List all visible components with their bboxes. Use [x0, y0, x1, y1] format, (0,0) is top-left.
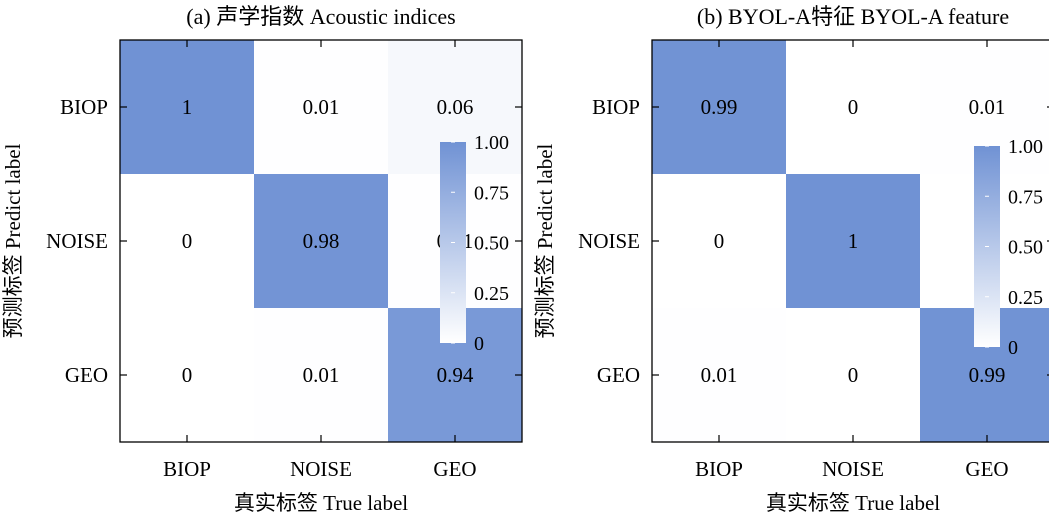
- cell-value-label: 0: [182, 229, 193, 253]
- x-tick-label: NOISE: [822, 457, 884, 481]
- heatmap-cell: [254, 40, 388, 174]
- y-tick-label: NOISE: [46, 229, 108, 253]
- x-tick-label: BIOP: [163, 457, 211, 481]
- y-tick-label: GEO: [65, 363, 108, 387]
- y-tick-label: NOISE: [578, 229, 640, 253]
- x-axis-label: 真实标签 True label: [234, 491, 408, 514]
- heatmap-cell: [786, 308, 920, 442]
- colorbar-tick-label: 0: [1008, 337, 1018, 359]
- cell-value-label: 0: [848, 95, 859, 119]
- colorbar-tick-label: 1.00: [474, 132, 509, 154]
- heatmap-cell: [120, 308, 254, 442]
- heatmap-cell: [120, 174, 254, 308]
- colorbar-tick-label: 0: [474, 333, 484, 355]
- heatmap-cell: [254, 308, 388, 442]
- colorbar-tick-label: 0.50: [474, 233, 509, 255]
- cell-value-label: 0.99: [701, 95, 738, 119]
- cell-value-label: 0.94: [437, 363, 474, 387]
- heatmap-cell: [254, 174, 388, 308]
- cell-value-label: 1: [182, 95, 193, 119]
- y-tick-label: GEO: [597, 363, 640, 387]
- heatmap-panel-b: (b) BYOL-A特征 BYOL-A feature0.9900.010100…: [533, 4, 1049, 514]
- chart-title: (a) 声学指数 Acoustic indices: [186, 4, 455, 29]
- chart-title: (b) BYOL-A特征 BYOL-A feature: [697, 4, 1009, 29]
- y-axis-label: 预测标签 Predict label: [533, 143, 557, 338]
- heatmap-panel-a: (a) 声学指数 Acoustic indices 1 0.01 0.06 0 0.98 0…: [1, 4, 523, 514]
- colorbar-tick-label: 0.25: [1008, 287, 1043, 309]
- y-tick-label: BIOP: [60, 95, 108, 119]
- x-tick-label: GEO: [433, 457, 476, 481]
- cell-value-label: 0.01: [969, 95, 1006, 119]
- cell-value-label: 1: [848, 229, 859, 253]
- heatmap-cell: [652, 308, 786, 442]
- colorbar-tick-label: 1.00: [1008, 136, 1043, 158]
- heatmap-cell: [652, 40, 786, 174]
- cell-value-label: 0.01: [701, 363, 738, 387]
- cell-value-label: 0.98: [303, 229, 340, 253]
- y-tick-label: BIOP: [592, 95, 640, 119]
- x-tick-label: NOISE: [290, 457, 352, 481]
- heatmap-cell: [120, 40, 254, 174]
- cell-value-label: 0.06: [437, 95, 474, 119]
- colorbar-tick-label: 0.25: [474, 283, 509, 305]
- y-axis-label: 预测标签 Predict label: [1, 143, 25, 338]
- cell-value-label: 0: [848, 363, 859, 387]
- heatmap-cell: [786, 40, 920, 174]
- x-tick-label: GEO: [965, 457, 1008, 481]
- colorbar-tick-label: 0.50: [1008, 237, 1043, 259]
- heatmap-cell: [652, 174, 786, 308]
- x-axis-label: 真实标签 True label: [766, 491, 940, 514]
- colorbar-tick-label: 0.75: [1008, 186, 1043, 208]
- x-tick-label: BIOP: [695, 457, 743, 481]
- cell-value-label: 0.99: [969, 363, 1006, 387]
- colorbar-tick-label: 0.75: [474, 182, 509, 204]
- cell-value-label: 0.01: [303, 363, 340, 387]
- cell-value-label: 0.01: [303, 95, 340, 119]
- cell-value-label: 0: [714, 229, 725, 253]
- cell-value-label: 0: [182, 363, 193, 387]
- heatmap-cell: [786, 174, 920, 308]
